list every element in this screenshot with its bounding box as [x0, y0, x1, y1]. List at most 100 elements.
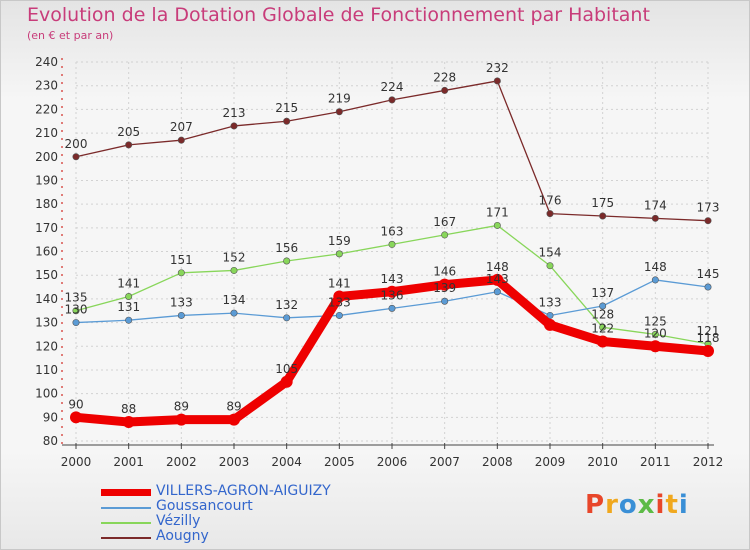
data-label: 213 [223, 106, 246, 120]
data-label: 137 [591, 286, 614, 300]
data-point [230, 309, 238, 317]
data-point [441, 86, 449, 94]
data-point [651, 214, 659, 222]
data-label: 143 [486, 272, 509, 286]
logo-letter: r [605, 490, 619, 520]
data-point [546, 262, 554, 270]
legend-label-goussancourt: Goussancourt [156, 498, 253, 514]
y-tick-label: 160 [35, 245, 58, 259]
data-point [491, 273, 504, 286]
data-point [333, 290, 346, 303]
legend-swatch-vezilly [101, 522, 151, 524]
data-label: 173 [697, 201, 720, 215]
data-label: 88 [121, 402, 136, 416]
data-point [125, 293, 133, 301]
data-point [280, 375, 293, 388]
data-point [335, 250, 343, 258]
data-point [125, 316, 133, 324]
data-point [72, 307, 80, 315]
data-point [175, 413, 188, 426]
data-label: 132 [275, 298, 298, 312]
logo-letter: i [655, 490, 666, 520]
data-point [651, 276, 659, 284]
logo-letter: i [678, 490, 689, 520]
data-label: 136 [381, 288, 404, 302]
data-label: 228 [433, 70, 456, 84]
data-point [544, 318, 556, 331]
data-label: 156 [275, 241, 298, 255]
data-label: 122 [591, 322, 614, 336]
y-tick-label: 210 [35, 126, 58, 140]
data-point [649, 340, 662, 353]
data-point [388, 240, 396, 248]
y-tick-label: 240 [35, 55, 58, 69]
data-point [230, 266, 238, 274]
data-label: 141 [117, 277, 140, 291]
data-label: 141 [328, 277, 351, 291]
data-point [388, 304, 396, 312]
data-label: 148 [644, 260, 667, 274]
data-point [125, 141, 133, 149]
data-label: 133 [539, 295, 562, 309]
data-label: 154 [539, 246, 562, 260]
y-tick-label: 130 [35, 316, 58, 330]
data-label: 143 [381, 272, 404, 286]
data-label: 145 [697, 267, 720, 281]
data-label: 159 [328, 234, 351, 248]
x-tick-label: 2001 [113, 455, 144, 469]
x-tick-label: 2007 [429, 455, 460, 469]
data-label: 125 [644, 314, 667, 328]
data-point [72, 319, 80, 327]
data-label: 118 [697, 331, 720, 345]
data-point [177, 311, 185, 319]
legend-swatch-aougny [101, 537, 151, 539]
data-point [546, 210, 554, 218]
x-tick-label: 2008 [482, 455, 513, 469]
legend-label-vezilly: Vézilly [156, 513, 201, 529]
data-point [335, 311, 343, 319]
data-label: 89 [174, 400, 189, 414]
data-point [441, 297, 449, 305]
data-point [546, 311, 554, 319]
y-tick-label: 140 [35, 292, 58, 306]
chart-subtitle: (en € et par an) [27, 29, 114, 42]
y-tick-label: 180 [35, 197, 58, 211]
y-tick-label: 110 [35, 363, 58, 377]
data-point [702, 344, 714, 357]
data-label: 232 [486, 61, 509, 75]
data-point [388, 96, 396, 104]
chart-title: Evolution de la Dotation Globale de Fonc… [27, 4, 650, 26]
legend-swatch-villers [101, 489, 151, 496]
data-point [599, 212, 607, 220]
data-label: 130 [65, 303, 88, 317]
y-tick-label: 200 [35, 150, 58, 164]
data-label: 134 [223, 293, 246, 307]
x-tick-label: 2006 [377, 455, 408, 469]
data-label: 120 [644, 326, 667, 340]
data-point [596, 335, 609, 348]
data-point [335, 108, 343, 116]
y-tick-label: 80 [43, 434, 58, 448]
legend-label-villers: VILLERS-AGRON-AIGUIZY [156, 483, 331, 499]
data-label: 148 [486, 260, 509, 274]
x-tick-label: 2003 [219, 455, 250, 469]
x-tick-label: 2005 [324, 455, 355, 469]
data-label: 163 [381, 224, 404, 238]
data-label: 176 [539, 194, 562, 208]
data-point [441, 231, 449, 239]
x-tick-label: 2012 [693, 455, 724, 469]
data-point [599, 302, 607, 310]
data-point [72, 153, 80, 161]
data-point [438, 278, 451, 291]
data-label: 89 [226, 400, 241, 414]
data-label: 105 [275, 362, 298, 376]
data-label: 128 [591, 307, 614, 321]
data-point [386, 285, 398, 298]
data-point [283, 257, 291, 265]
data-point [283, 314, 291, 322]
data-label: 175 [591, 196, 614, 210]
data-label: 133 [170, 295, 193, 309]
data-point [283, 117, 291, 125]
